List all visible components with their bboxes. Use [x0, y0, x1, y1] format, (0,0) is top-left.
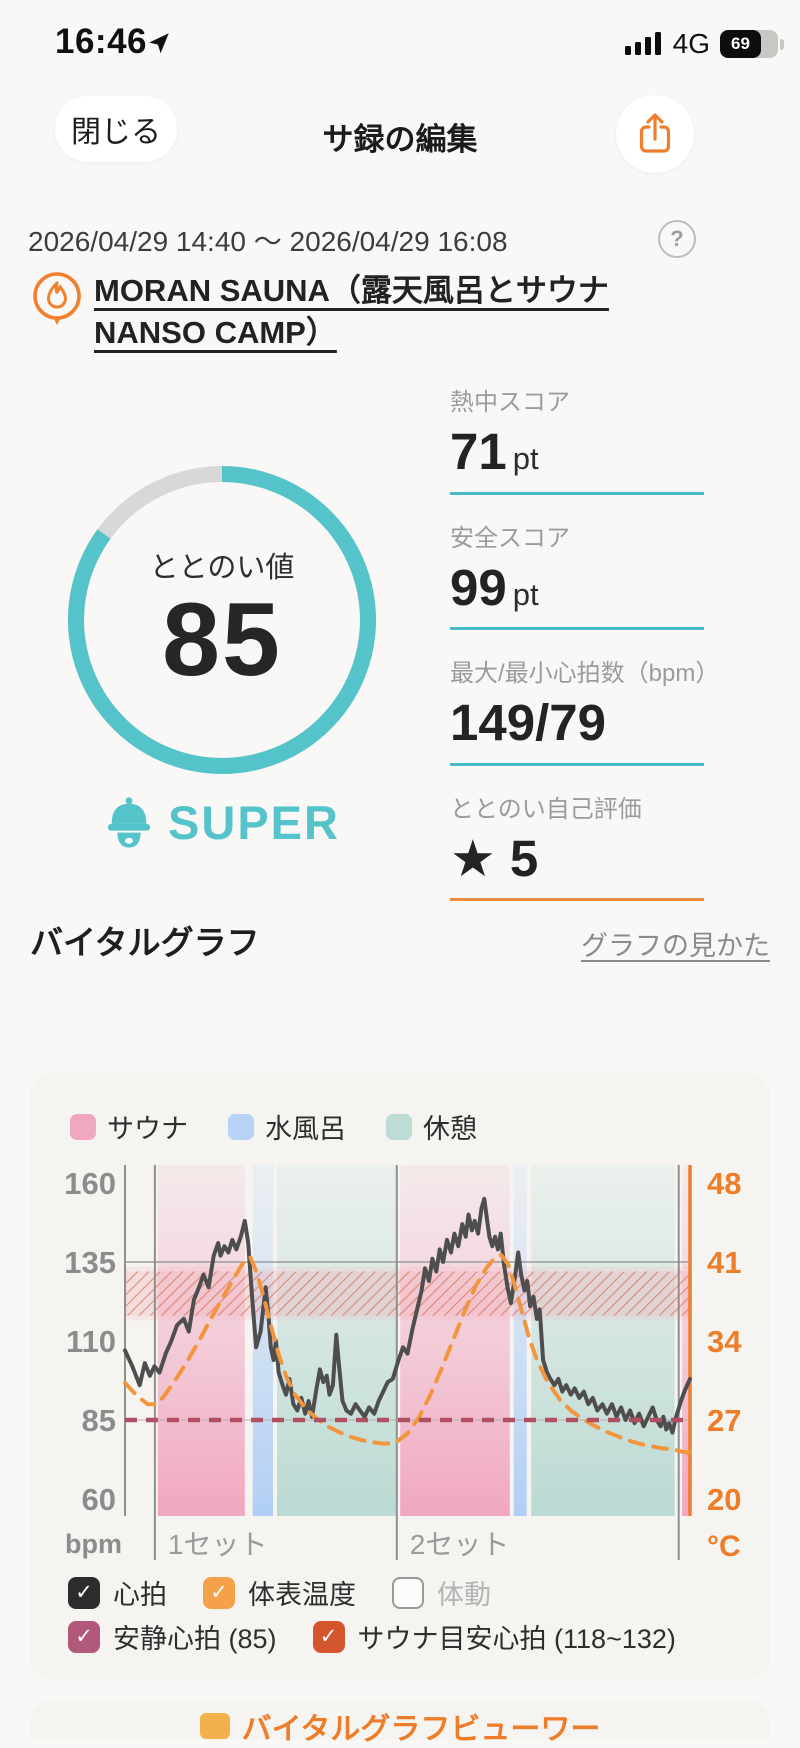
- checkbox-heart-rate[interactable]: ✓ 心拍: [68, 1573, 167, 1612]
- band-water: [252, 1165, 273, 1516]
- totonoi-gauge: ととのい値 85: [60, 458, 384, 782]
- chart-filter-row-2: ✓ 安静心拍 (85) ✓ サウナ目安心拍 (118~132): [68, 1617, 676, 1656]
- stat-heat-score: 熱中スコア 71 pt: [450, 382, 704, 495]
- viewer-icon: [199, 1713, 230, 1739]
- stat-self-rating[interactable]: ととのい自己評価 ★ 5: [450, 789, 704, 902]
- venue-link[interactable]: MORAN SAUNA（露天風呂とサウナ NANSO CAMP）: [94, 273, 609, 350]
- checkbox-box[interactable]: ✓: [68, 1620, 100, 1653]
- target-hr-band: [125, 1271, 690, 1316]
- legend-swatch-water: [228, 1113, 254, 1140]
- left-tick-60: 60: [82, 1482, 116, 1517]
- stat-value: 71 pt: [450, 423, 539, 480]
- stat-value: ★ 5: [450, 829, 539, 887]
- share-button[interactable]: [616, 95, 694, 173]
- checkbox-resting-hr[interactable]: ✓ 安静心拍 (85): [68, 1617, 277, 1656]
- legend-item-water: 水風呂: [228, 1107, 346, 1146]
- location-arrow-icon: [149, 33, 169, 54]
- right-tick-48: 48: [707, 1166, 741, 1201]
- vitals-viewer-button[interactable]: バイタルグラフビューワー: [199, 1712, 600, 1746]
- close-button-label: 閉じる: [71, 116, 161, 149]
- close-button[interactable]: 閉じる: [55, 96, 177, 162]
- right-tick-41: 41: [707, 1245, 741, 1280]
- band-sauna: [682, 1165, 690, 1516]
- checkbox-skin-temp[interactable]: ✓ 体表温度: [203, 1573, 356, 1612]
- stat-value: 99 pt: [450, 558, 539, 616]
- share-icon: [639, 113, 671, 153]
- checkbox-box[interactable]: [392, 1576, 424, 1609]
- legend-swatch-sauna: [70, 1113, 96, 1140]
- checkbox-box[interactable]: ✓: [68, 1576, 100, 1609]
- gauge-ring: [68, 466, 376, 774]
- chart-filter-row-1: ✓ 心拍 ✓ 体表温度 体動: [68, 1573, 491, 1612]
- viewer-label: バイタルグラフビューワー: [241, 1713, 601, 1746]
- stat-safety-score: 安全スコア 99 pt: [450, 518, 704, 631]
- gauge-label: ととのい値: [149, 552, 295, 585]
- left-tick-160: 160: [64, 1166, 116, 1201]
- right-tick-34: 34: [707, 1324, 742, 1359]
- sauna-spot-icon: [33, 272, 81, 325]
- page-title: サ録の編集: [322, 122, 478, 157]
- series-heart-rate: [123, 1196, 692, 1435]
- stat-label: 熱中スコア: [450, 389, 570, 416]
- status-icons: 4G 69: [624, 28, 784, 60]
- status-time: 16:46: [55, 22, 148, 61]
- legend-item-rest: 休憩: [386, 1107, 477, 1146]
- help-button[interactable]: ?: [658, 220, 696, 258]
- stat-value: 149/79: [450, 694, 606, 752]
- checkbox-box[interactable]: ✓: [312, 1620, 345, 1653]
- left-tick-85: 85: [82, 1403, 116, 1438]
- checkbox-sauna-target-hr[interactable]: ✓ サウナ目安心拍 (118~132): [312, 1617, 676, 1656]
- session-datetime: 2026/04/29 14:40 ～ 2026/04/29 16:08: [28, 226, 508, 257]
- checkbox-body-motion[interactable]: 体動: [392, 1573, 491, 1612]
- venue-row[interactable]: MORAN SAUNA（露天風呂とサウナ NANSO CAMP）: [30, 270, 750, 354]
- right-tick-20: 20: [707, 1482, 741, 1517]
- band-water: [513, 1165, 527, 1516]
- vitals-chart: 160 135 110 85 60 48 41 34 27 20 bpm °C 1セット 2セット: [64, 1165, 742, 1563]
- stat-label: 最大/最小心拍数（bpm）: [450, 660, 720, 688]
- graph-help-link[interactable]: グラフの見かた: [581, 931, 770, 961]
- score-stats: 熱中スコア 71 pt 安全スコア 99 pt 最大/最小心拍数（bpm） 149/…: [450, 382, 720, 924]
- stat-max-min-hr: 最大/最小心拍数（bpm） 149/79: [450, 653, 720, 766]
- vitals-viewer-card[interactable]: バイタルグラフビューワー: [30, 1700, 770, 1746]
- band-rest: [531, 1165, 675, 1516]
- left-tick-135: 135: [64, 1245, 116, 1280]
- gauge-value: 85: [162, 582, 282, 699]
- battery-icon: 69: [720, 30, 784, 58]
- sauna-hat-icon: [107, 797, 151, 848]
- signal-strength-icon: [624, 32, 661, 55]
- stat-label: ととのい自己評価: [450, 795, 642, 823]
- right-tick-27: 27: [707, 1403, 741, 1438]
- left-tick-110: 110: [66, 1324, 116, 1359]
- legend-swatch-rest: [386, 1113, 412, 1140]
- left-axis-unit: bpm: [65, 1529, 122, 1559]
- network-type-label: 4G: [672, 28, 710, 59]
- legend-item-sauna: サウナ: [70, 1107, 188, 1146]
- checkbox-box[interactable]: ✓: [203, 1576, 235, 1609]
- vitals-graph-title: バイタルグラフ: [30, 924, 260, 961]
- set-label-1: 1セット: [168, 1529, 268, 1560]
- stat-label: 安全スコア: [450, 524, 570, 552]
- set-label-2: 2セット: [410, 1529, 510, 1560]
- band-sauna: [400, 1165, 510, 1516]
- vitals-graph-card: サウナ 水風呂 休憩 160 135 110 85 60 48 41 34 27 20 bpm °C 1…: [30, 1073, 770, 1680]
- right-axis-unit: °C: [707, 1530, 741, 1563]
- grade-label: SUPER: [168, 795, 340, 849]
- grade-row: SUPER: [60, 794, 384, 850]
- battery-percent: 69: [720, 30, 761, 58]
- chart-legend: サウナ 水風呂 休憩: [70, 1107, 477, 1146]
